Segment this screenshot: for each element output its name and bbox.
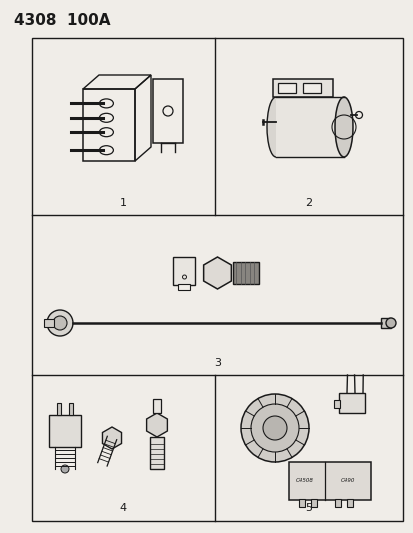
Circle shape [262, 416, 286, 440]
Bar [178, 284, 190, 290]
Bar [333, 400, 339, 408]
Bar [69, 403, 73, 415]
Ellipse shape [99, 146, 113, 155]
Bar [288, 462, 370, 500]
Bar [153, 399, 161, 413]
Text: C490: C490 [340, 479, 354, 483]
Bar [298, 499, 304, 507]
Ellipse shape [99, 114, 113, 122]
Polygon shape [102, 427, 121, 449]
Bar [83, 89, 135, 161]
Circle shape [240, 394, 308, 462]
Circle shape [61, 465, 69, 473]
Bar [272, 79, 332, 97]
Text: 1: 1 [120, 198, 127, 208]
Circle shape [53, 316, 67, 330]
Circle shape [385, 318, 395, 328]
Ellipse shape [266, 97, 284, 157]
Bar [334, 499, 340, 507]
Polygon shape [203, 257, 231, 289]
Circle shape [47, 310, 73, 336]
Bar [277, 83, 295, 93]
Polygon shape [146, 413, 167, 437]
Circle shape [250, 404, 298, 452]
Bar [153, 79, 183, 143]
Text: 3: 3 [214, 358, 221, 368]
Text: 2: 2 [305, 198, 312, 208]
Bar [173, 257, 195, 285]
Bar [338, 393, 364, 413]
Bar [380, 318, 390, 328]
Text: 4: 4 [120, 503, 127, 513]
Bar [150, 437, 164, 469]
Text: 5: 5 [305, 503, 312, 513]
Ellipse shape [334, 97, 352, 157]
Bar [310, 499, 316, 507]
Text: 4308  100A: 4308 100A [14, 13, 110, 28]
Bar [57, 403, 61, 415]
Bar [44, 319, 54, 327]
Bar [233, 262, 259, 284]
Ellipse shape [99, 99, 113, 108]
Bar [346, 499, 352, 507]
Text: C4508: C4508 [295, 479, 313, 483]
Bar [49, 415, 81, 447]
Bar [275, 97, 343, 157]
Ellipse shape [99, 128, 113, 136]
Bar [302, 83, 320, 93]
